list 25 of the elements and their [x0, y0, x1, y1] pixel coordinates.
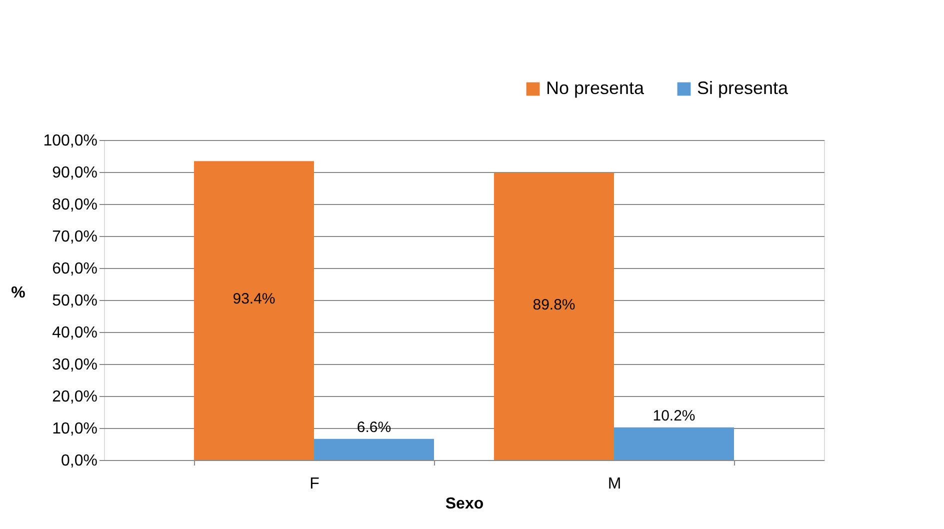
- bar: [314, 438, 434, 460]
- x-tick-label: F: [310, 476, 320, 492]
- y-tick-label: 60,0%: [52, 260, 98, 278]
- bar: [494, 172, 614, 460]
- data-label: 6.6%: [356, 418, 392, 436]
- legend-label: No presenta: [546, 78, 646, 98]
- y-tick-label: 50,0%: [52, 292, 98, 310]
- bar: [194, 161, 314, 460]
- bar: [614, 427, 734, 460]
- legend-label: Si presenta: [697, 78, 790, 98]
- x-tick-label: M: [608, 476, 622, 492]
- y-tick-label: 100,0%: [43, 132, 98, 150]
- y-tick-label: 80,0%: [52, 196, 98, 214]
- y-tick-label: 20,0%: [52, 388, 98, 406]
- y-tick-label: 30,0%: [52, 356, 98, 374]
- y-tick-label: 10,0%: [52, 420, 98, 438]
- y-tick-label: 0,0%: [61, 452, 98, 470]
- y-tick-label: 40,0%: [52, 324, 98, 342]
- data-label: 93.4%: [232, 290, 276, 308]
- data-label: 89.8%: [532, 296, 576, 314]
- data-label: 10.2%: [652, 407, 696, 424]
- y-tick-label: 70,0%: [52, 228, 98, 246]
- y-tick-label: 90,0%: [52, 164, 98, 182]
- y-axis-title: %: [11, 284, 26, 302]
- x-axis-title: Sexo: [445, 496, 484, 512]
